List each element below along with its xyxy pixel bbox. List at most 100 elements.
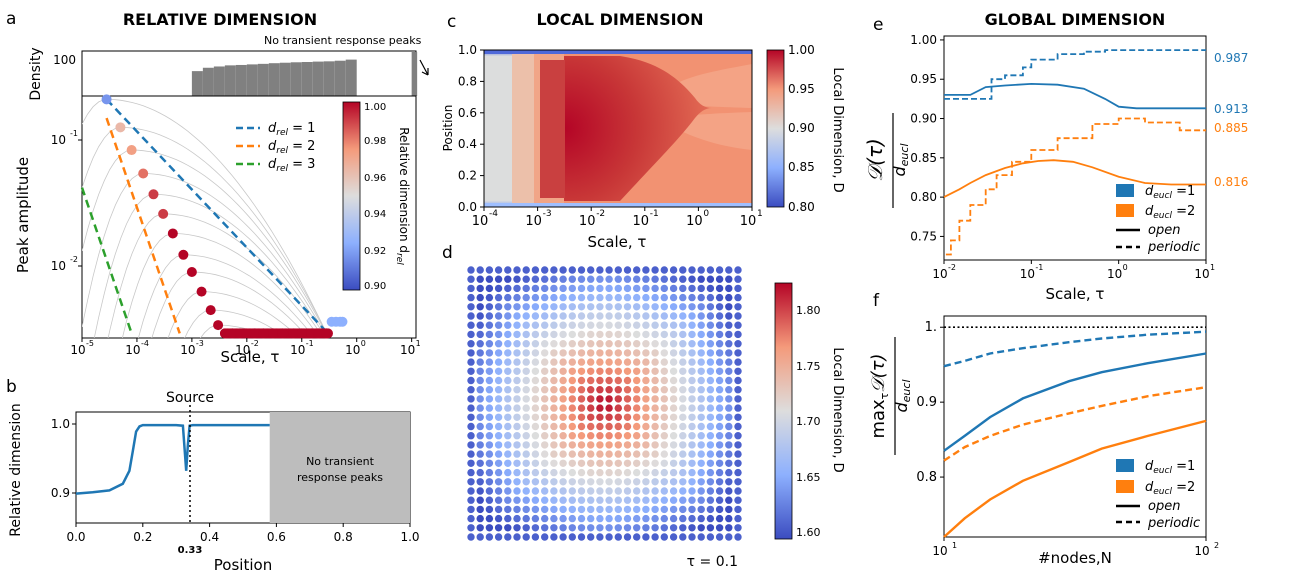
panel-e: e GLOBAL DIMENSION 1.00 0.95 0.90 0.85 0.80 0… — [863, 10, 1248, 303]
lattice-node — [725, 478, 733, 486]
lattice-node — [679, 349, 687, 357]
lattice-node — [596, 340, 604, 348]
lattice-node — [605, 496, 613, 504]
lattice-node — [725, 450, 733, 458]
lattice-node — [577, 293, 586, 302]
lattice-node — [614, 478, 622, 486]
lattice-node — [623, 284, 632, 293]
colorbar-tick: 1.70 — [796, 415, 821, 428]
xtick-label: 10 — [472, 214, 489, 229]
lattice-node — [494, 340, 503, 348]
lattice-node — [642, 404, 650, 412]
lattice-node — [476, 293, 484, 302]
lattice-node — [577, 284, 586, 293]
relative-dimension-colorbar — [342, 101, 361, 291]
lattice-node — [642, 358, 650, 366]
lattice-node — [660, 349, 668, 357]
peak-marker — [277, 328, 288, 339]
lattice-node — [504, 487, 512, 495]
peak-marker — [186, 267, 197, 278]
lattice-node — [513, 422, 521, 431]
lattice-node — [504, 422, 512, 431]
lattice-node — [633, 312, 641, 320]
lattice-node — [642, 450, 650, 458]
lattice-node — [596, 321, 604, 329]
lattice-node — [660, 395, 668, 403]
lattice-node — [485, 376, 494, 385]
lattice-node — [494, 303, 503, 311]
lattice-node — [467, 386, 475, 394]
density-bar — [290, 62, 302, 96]
lattice-node — [605, 450, 613, 458]
lattice-node — [467, 303, 475, 311]
lattice-node — [623, 468, 632, 477]
global-dimension-line — [944, 82, 1206, 110]
lattice-node — [550, 284, 558, 293]
response-curve — [121, 233, 321, 338]
lattice-node — [623, 321, 632, 329]
density-bar — [213, 66, 225, 96]
lattice-node — [734, 487, 742, 495]
lattice-node — [642, 505, 650, 514]
density-tick: 100 — [53, 53, 76, 67]
panel-e-title: GLOBAL DIMENSION — [985, 10, 1166, 29]
lattice-node — [467, 284, 475, 293]
lattice-node — [568, 321, 576, 329]
lattice-node — [596, 275, 604, 283]
lattice-node — [706, 478, 715, 486]
lattice-node — [706, 321, 715, 329]
lattice-node — [494, 413, 503, 421]
peak-marker — [158, 208, 169, 219]
lattice-node — [577, 533, 586, 541]
lattice-node — [494, 358, 503, 366]
colorbar-d-label: Local Dimension, D — [830, 347, 845, 472]
lattice-node — [476, 533, 484, 541]
lattice-node — [679, 478, 687, 486]
lattice-node — [651, 312, 659, 320]
lattice-node — [706, 376, 715, 385]
lattice-node — [485, 441, 494, 449]
lattice-node — [476, 413, 484, 421]
lattice-node — [476, 340, 484, 348]
lattice-node — [577, 450, 586, 458]
lattice-node — [715, 524, 724, 532]
lattice-node — [715, 266, 724, 274]
lattice-node — [513, 395, 521, 403]
lattice-node — [697, 266, 705, 274]
lattice-node — [541, 478, 549, 486]
colorbar-tick: 1.00 — [788, 43, 815, 57]
lattice-node — [522, 514, 530, 523]
lattice-node — [642, 266, 650, 274]
lattice-node — [623, 505, 632, 514]
lattice-node — [577, 413, 586, 421]
lattice-colorbar — [774, 282, 793, 540]
global-dimension-line — [943, 159, 1206, 198]
lattice-node — [651, 386, 659, 394]
lattice-node — [467, 340, 475, 348]
reference-line — [105, 98, 329, 335]
lattice-node — [513, 386, 521, 394]
lattice-node — [550, 367, 558, 375]
lattice-node — [706, 422, 715, 431]
legend-deucl-1: deucl =1 — [1145, 459, 1195, 476]
lattice-node — [531, 459, 540, 467]
lattice-node — [531, 413, 540, 421]
lattice-node — [587, 468, 595, 477]
lattice-node — [596, 413, 604, 421]
lattice-node — [688, 275, 696, 283]
lattice-node — [541, 413, 549, 421]
lattice-node — [725, 487, 733, 495]
lattice-node — [642, 284, 650, 293]
panel-letter-a: a — [6, 9, 16, 29]
lattice-node — [559, 422, 567, 431]
lattice-node — [577, 358, 586, 366]
lattice-node — [706, 432, 715, 440]
ylabel-numerator: 𝒟(τ) — [863, 138, 887, 182]
lattice-node — [559, 505, 567, 514]
lattice-node — [679, 312, 687, 320]
lattice-node — [531, 478, 540, 486]
lattice-node — [494, 404, 503, 412]
lattice-node — [660, 459, 668, 467]
lattice-node — [642, 413, 650, 421]
